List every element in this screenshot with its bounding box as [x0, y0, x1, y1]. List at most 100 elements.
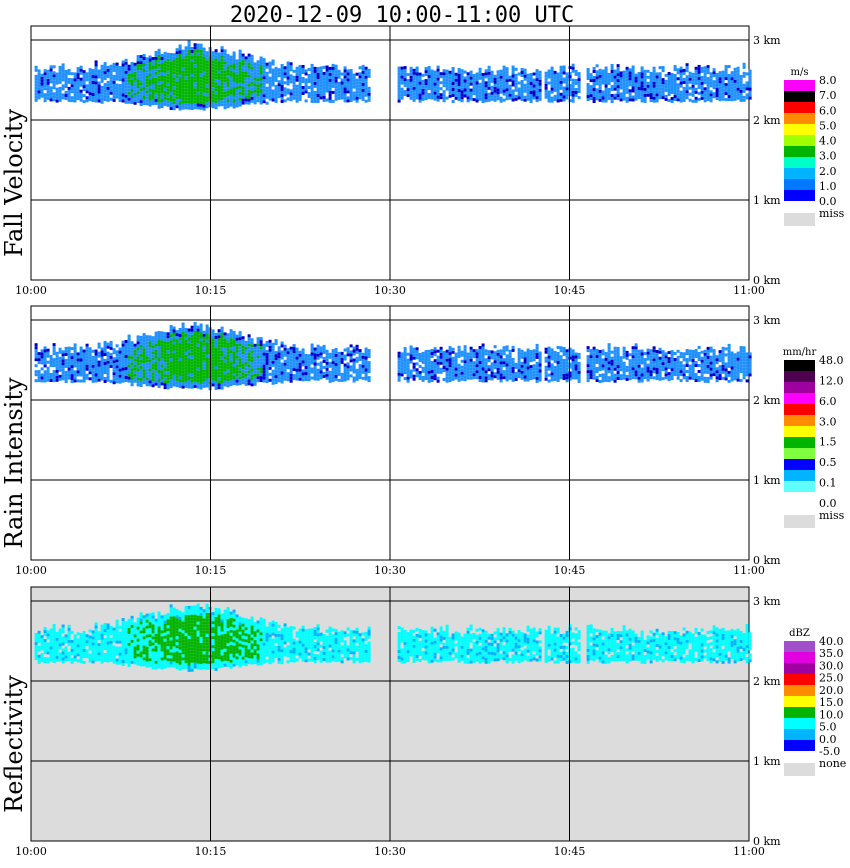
rain-cell [613, 349, 617, 353]
rain-cell [109, 70, 113, 74]
rain-cell [295, 356, 299, 360]
rain-cell [232, 63, 236, 67]
rain-cell [454, 370, 458, 374]
rain-cell [181, 373, 185, 377]
rain-cell [226, 360, 230, 364]
rain-cell [649, 93, 653, 96]
y-tick-label: 2 km [753, 114, 781, 127]
rain-cell [214, 366, 218, 369]
rain-cell [259, 358, 263, 362]
rain-cell [616, 356, 620, 359]
rain-cell [157, 78, 161, 82]
rain-cell [523, 77, 527, 81]
rain-cell [607, 355, 611, 359]
rain-cell [214, 61, 218, 65]
rain-cell [70, 72, 74, 76]
rain-cell [175, 66, 179, 70]
rain-cell [175, 96, 179, 100]
rain-cell [70, 356, 74, 360]
rain-cell [112, 372, 116, 376]
rain-cell [316, 79, 320, 82]
rain-cell [748, 72, 752, 76]
rain-cell [268, 351, 272, 355]
rain-cell [109, 88, 113, 92]
rain-cell [403, 347, 407, 351]
rain-cell [523, 363, 527, 367]
rain-cell [232, 373, 236, 376]
rain-cell [442, 378, 446, 381]
rain-cell [682, 77, 686, 81]
rain-cell [139, 350, 143, 354]
rain-cell [157, 84, 161, 88]
rain-cell [166, 55, 170, 59]
rain-cell [622, 85, 626, 89]
rain-cell [193, 354, 197, 358]
rain-cell [148, 371, 152, 375]
rain-cell [457, 375, 461, 379]
rain-cell [247, 56, 251, 60]
rain-cell [544, 356, 548, 360]
rain-cell [244, 364, 248, 368]
rain-cell [355, 93, 359, 97]
rain-cell [574, 72, 578, 76]
rain-cell [745, 93, 749, 97]
rain-cell [199, 106, 203, 110]
rain-cell [196, 355, 200, 359]
rain-cell [181, 85, 185, 89]
rain-cell [442, 360, 446, 363]
rain-cell [421, 97, 425, 101]
rain-cell [454, 72, 458, 76]
rain-cell [463, 354, 467, 358]
rain-cell [457, 345, 461, 349]
rain-cell [547, 69, 551, 73]
rain-cell [337, 372, 341, 376]
rain-cell [142, 336, 146, 340]
rain-cell [544, 74, 548, 78]
rain-cell [289, 65, 293, 69]
rain-cell [331, 90, 335, 94]
rain-cell [469, 346, 473, 350]
rain-cell [289, 364, 293, 368]
rain-cell [151, 81, 155, 84]
rain-cell [610, 76, 614, 79]
rain-cell [199, 335, 203, 339]
rain-cell [220, 85, 224, 89]
rain-cell [196, 97, 200, 101]
rain-cell [157, 93, 161, 97]
rain-cell [619, 374, 623, 378]
rain-cell [547, 346, 551, 350]
rain-cell [535, 343, 539, 347]
rain-cell [67, 352, 71, 356]
rain-cell [127, 67, 131, 71]
rain-cell [538, 360, 542, 364]
rain-cell [295, 93, 299, 97]
rain-cell [610, 79, 614, 82]
rain-cell [166, 362, 170, 366]
rain-cell [103, 365, 107, 368]
rain-cell [334, 368, 338, 372]
rain-cell [484, 379, 488, 383]
rain-cell [115, 344, 119, 348]
rain-cell [649, 364, 653, 368]
rain-cell [739, 77, 743, 81]
rain-cell [214, 91, 218, 95]
rain-cell [199, 103, 203, 107]
rain-cell [319, 96, 323, 100]
rain-cell [124, 358, 128, 361]
rain-cell [427, 349, 431, 353]
rain-cell [265, 343, 269, 347]
rain-cell [214, 372, 218, 375]
rain-cell [79, 379, 83, 383]
rain-cell [295, 359, 299, 363]
rain-cell [166, 365, 170, 369]
rain-cell [220, 58, 224, 62]
rain-cell [685, 96, 689, 100]
rain-cell [331, 349, 335, 353]
rain-cell [178, 89, 182, 93]
rain-cell [676, 86, 680, 90]
rain-cell [328, 373, 332, 377]
rain-cell [655, 81, 659, 85]
rain-cell [145, 353, 149, 357]
rain-cell [340, 87, 344, 91]
rain-cell [307, 369, 311, 373]
